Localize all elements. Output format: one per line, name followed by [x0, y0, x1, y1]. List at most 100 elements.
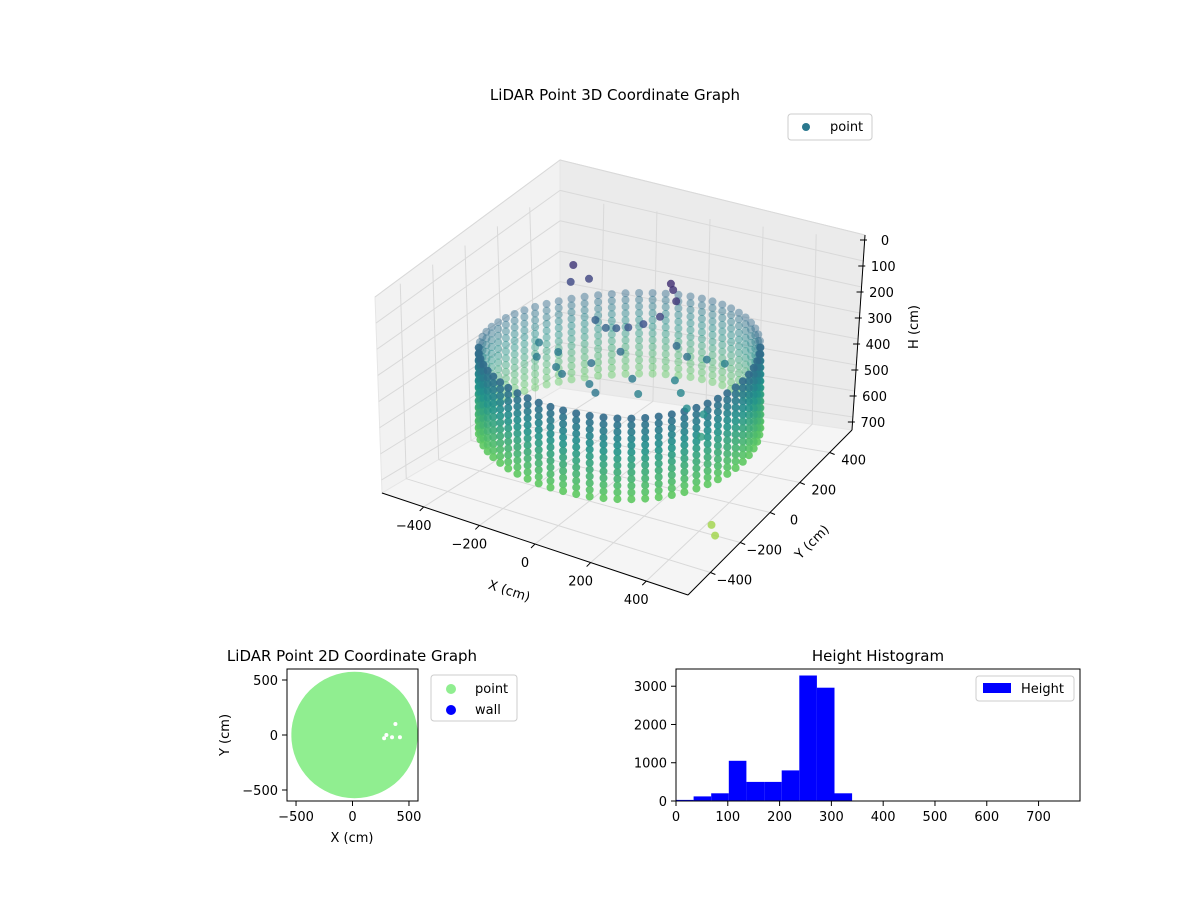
wall-point	[714, 448, 722, 456]
z-tick-label-3d: 400	[866, 338, 891, 353]
x-tick-label-histogram: 400	[871, 810, 896, 825]
wall-point	[613, 488, 621, 496]
wall-point	[698, 335, 706, 343]
wall-point	[586, 472, 594, 480]
interior-point	[683, 405, 691, 413]
wall-point	[622, 370, 630, 378]
wall-point	[627, 421, 635, 429]
wall-point	[692, 464, 700, 472]
wall-point	[543, 381, 551, 389]
wall-point	[732, 397, 740, 405]
interior-point	[700, 410, 708, 418]
wall-point	[568, 342, 576, 350]
z-tick-label-3d: 500	[864, 364, 889, 379]
interior-point	[711, 532, 719, 540]
wall-point	[547, 484, 555, 492]
legend-2d-point-label: point	[475, 682, 508, 697]
wall-point	[622, 309, 630, 317]
interior-point	[677, 389, 685, 397]
legend-3d-marker	[802, 123, 810, 131]
x-tick-label-3d: 400	[624, 593, 649, 608]
wall-point	[680, 421, 688, 429]
x-tick-label-3d: 0	[521, 556, 529, 571]
wall-point	[668, 457, 676, 465]
z-tick-label-3d: 200	[869, 286, 894, 301]
wall-point	[581, 293, 589, 301]
z-tick-label-3d: 0	[881, 234, 889, 249]
chart-2d-title: LiDAR Point 2D Coordinate Graph	[227, 647, 477, 665]
x-tick-label-3d: −200	[452, 537, 488, 552]
wall-point	[586, 493, 594, 501]
histogram-bar	[764, 782, 782, 801]
interior-point	[634, 390, 642, 398]
wall-point	[568, 375, 576, 383]
z-tick-label-3d: 300	[867, 312, 892, 327]
wall-point	[504, 397, 512, 405]
wall-point	[687, 373, 695, 381]
wall-point	[524, 414, 532, 422]
wall-point	[513, 470, 521, 478]
y-tick-label-histogram: 3000	[634, 680, 667, 695]
wall-point	[723, 470, 731, 478]
interior-point	[628, 375, 636, 383]
interior-point	[585, 275, 593, 283]
x-tick-3d	[587, 563, 591, 567]
interior-point	[533, 353, 541, 361]
x-tick-label-histogram: 300	[819, 810, 844, 825]
wall-point	[662, 343, 670, 351]
y-tick-label-3d: 0	[790, 514, 798, 529]
wall-point	[581, 373, 589, 381]
x-tick-label-histogram: 0	[672, 810, 680, 825]
interior-point	[671, 376, 679, 384]
histogram-bar	[835, 793, 853, 801]
cloud-gap	[382, 736, 386, 740]
y-tick-label-histogram: 2000	[634, 718, 667, 733]
wall-point	[718, 381, 726, 389]
wall-point	[641, 495, 649, 503]
interior-point	[558, 370, 566, 378]
wall-point	[608, 364, 616, 372]
interior-point	[667, 280, 675, 288]
wall-point	[655, 493, 663, 501]
interior-point	[612, 324, 620, 332]
cloud-gap	[390, 735, 394, 739]
wall-point	[635, 370, 643, 378]
legend-2d-point-marker	[446, 684, 456, 694]
wall-point	[572, 490, 580, 498]
wall-point	[732, 464, 740, 472]
x-tick-3d	[420, 507, 424, 511]
point-cloud-2d	[291, 672, 417, 798]
wall-point	[489, 379, 497, 387]
x-tick-label-histogram: 600	[974, 810, 999, 825]
histogram-bar	[729, 761, 747, 801]
z-tick-label-3d: 700	[860, 416, 885, 431]
interior-point	[552, 363, 560, 371]
interior-point	[697, 433, 705, 441]
z-tick-label-3d: 600	[862, 390, 887, 405]
interior-point	[587, 359, 595, 367]
y-tick-3d	[800, 483, 805, 485]
wall-point	[555, 378, 563, 386]
interior-point	[567, 278, 575, 286]
histogram-bar	[711, 793, 729, 801]
histogram-bar	[746, 782, 764, 801]
interior-point	[656, 313, 664, 321]
wall-point	[600, 494, 608, 502]
wall-point	[535, 479, 543, 487]
interior-point	[708, 521, 716, 529]
chart-3d-title: LiDAR Point 3D Coordinate Graph	[490, 86, 740, 104]
wall-point	[496, 378, 504, 386]
legend-2d-wall-label: wall	[475, 703, 501, 718]
legend-3d-label: point	[830, 120, 863, 135]
wall-point	[531, 316, 539, 324]
interior-point	[721, 360, 729, 368]
y-tick-label-3d: −200	[746, 544, 782, 559]
x-tick-label-3d: −400	[396, 519, 432, 534]
wall-point	[543, 333, 551, 341]
wall-point	[535, 419, 543, 427]
cloud-gap	[398, 735, 402, 739]
x-tick-3d	[531, 544, 535, 548]
wall-point	[520, 387, 528, 395]
